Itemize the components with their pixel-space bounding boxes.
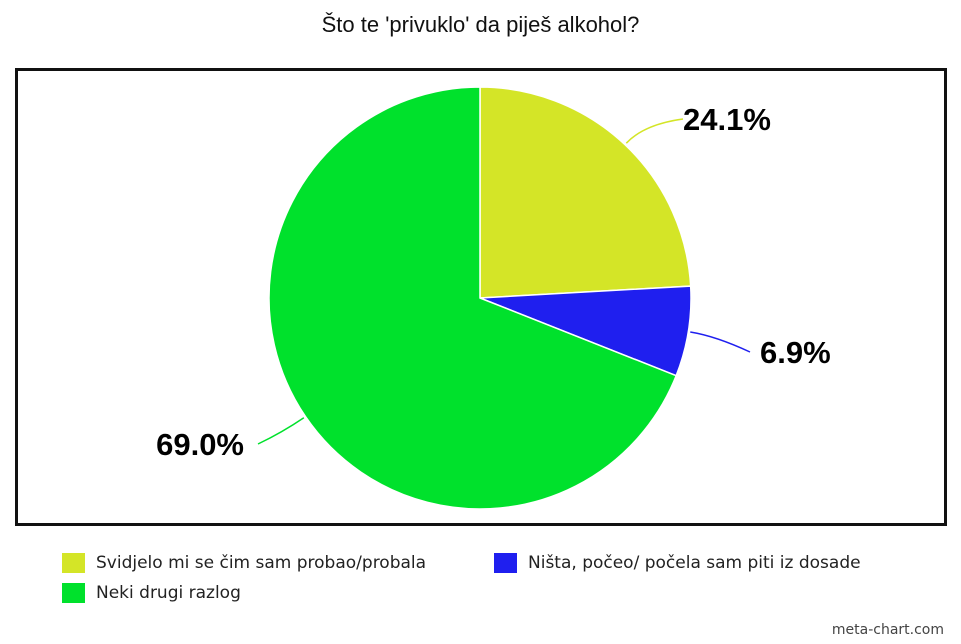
pie-slice-2[interactable]: [268, 86, 678, 510]
legend-swatch-1: [494, 553, 517, 573]
data-label-2: 69.0%: [156, 427, 244, 462]
pie-slice-0[interactable]: [479, 86, 692, 299]
leader-line-2: [257, 417, 305, 445]
legend-item-1[interactable]: Ništa, počeo/ počela sam piti iz dosade: [494, 553, 861, 573]
legend-swatch-2: [62, 583, 85, 603]
legend-item-0[interactable]: Svidjelo mi se čim sam probao/probala: [62, 553, 426, 573]
leader-line-1: [690, 331, 751, 353]
data-label-1: 6.9%: [760, 335, 831, 370]
chart-title: Što te 'privuklo' da piješ alkohol?: [321, 12, 640, 37]
legend-label-2: Neki drugi razlog: [96, 583, 241, 603]
legend-swatch-0: [62, 553, 85, 573]
leader-line-0: [625, 118, 684, 144]
legend-label-1: Ništa, počeo/ počela sam piti iz dosade: [528, 553, 861, 573]
data-label-0: 24.1%: [683, 102, 771, 137]
credit-text: meta-chart.com: [831, 622, 944, 638]
legend-item-2[interactable]: Neki drugi razlog: [62, 583, 241, 603]
legend-label-0: Svidjelo mi se čim sam probao/probala: [96, 553, 427, 573]
plot-area: [15, 68, 947, 526]
